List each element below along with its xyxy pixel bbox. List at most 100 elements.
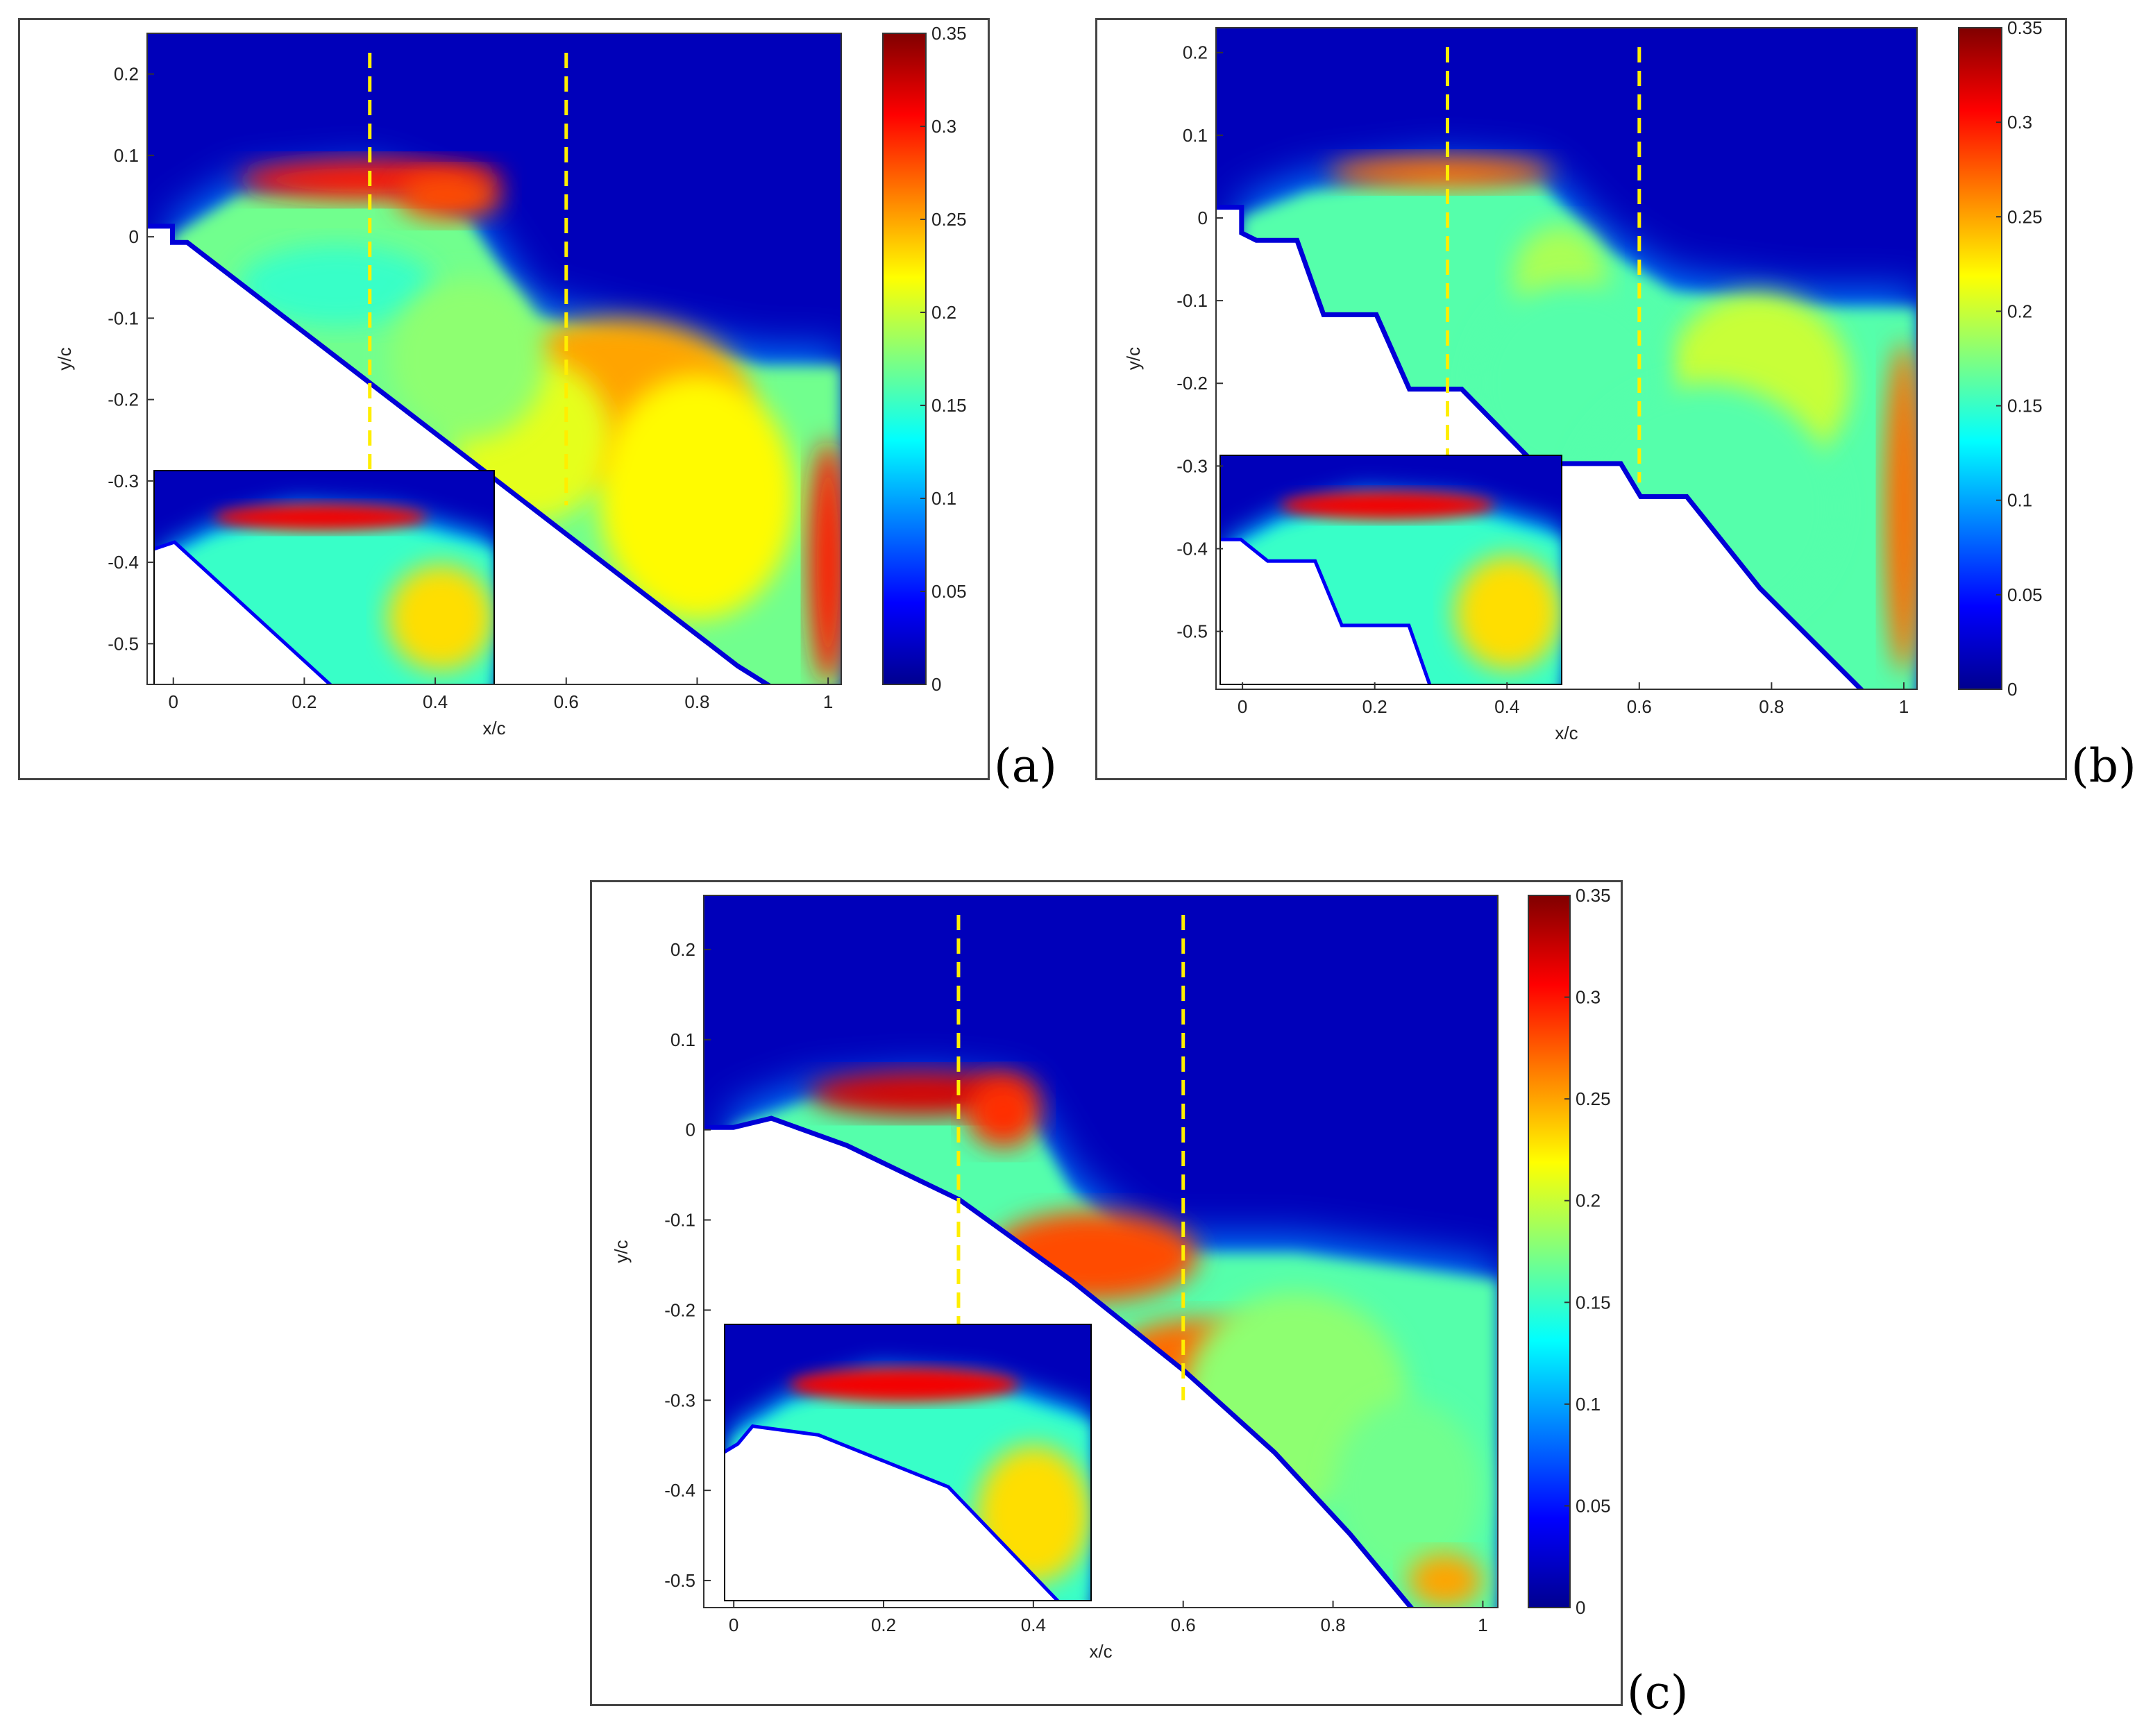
colorbar-tick-label: 0.25	[2007, 206, 2043, 227]
colorbar-tick-label: 0.15	[2007, 396, 2043, 416]
y-tick-label: 0.2	[1183, 42, 1208, 63]
y-tick-label: 0	[129, 226, 139, 247]
heatmap-a-blob	[808, 440, 841, 684]
y-tick-label: -0.5	[664, 1570, 695, 1591]
y-tick-label: -0.5	[108, 633, 139, 654]
colorbar-tick-label: 0	[1576, 1597, 1585, 1618]
inset-blob	[1280, 491, 1495, 520]
x-tick-label: 0.2	[1362, 696, 1387, 717]
inset-c	[724, 1324, 1092, 1601]
y-axis-label: y/c	[1123, 347, 1144, 370]
colorbar-tick-label: 0.25	[931, 209, 967, 230]
colorbar-tick-label: 0.15	[1576, 1292, 1611, 1313]
heatmap-c-blob	[1333, 1400, 1483, 1581]
x-tick-label: 0	[1238, 696, 1247, 717]
x-tick-label: 1	[1478, 1615, 1487, 1635]
x-tick-label: 0.8	[684, 691, 709, 712]
colorbar-tick-label: 0.3	[931, 116, 956, 137]
inset-a	[153, 470, 495, 685]
x-tick-label: 0.2	[292, 691, 316, 712]
heatmap-c-blob	[1408, 1553, 1483, 1608]
x-tick-label: 0.4	[423, 691, 448, 712]
inset-blob	[214, 504, 428, 531]
colorbar-tick-label: 0.1	[1576, 1394, 1601, 1415]
colorbar-tick-label: 0	[931, 674, 941, 695]
x-axis-label: x/c	[1555, 723, 1578, 743]
colorbar-tick-label: 0.2	[1576, 1190, 1601, 1211]
heatmap-a-blob	[239, 244, 436, 327]
colorbar-tick-label: 0.1	[931, 488, 956, 509]
y-tick-label: -0.4	[108, 552, 139, 573]
inset-b	[1219, 455, 1562, 685]
heatmap-b-blob	[1328, 155, 1553, 189]
x-tick-label: 0.6	[1171, 1615, 1196, 1635]
x-axis-label: x/c	[1089, 1641, 1112, 1662]
inset-wall	[725, 1428, 1056, 1601]
colorbar-tick-label: 0.05	[2007, 584, 2043, 605]
x-tick-label: 0	[729, 1615, 738, 1635]
x-tick-label: 1	[823, 691, 833, 712]
y-tick-label: 0.1	[670, 1029, 695, 1050]
heatmap-b-blob	[1884, 342, 1917, 673]
colorbar-tick-label: 0.05	[931, 581, 967, 602]
x-tick-label: 0.4	[1021, 1615, 1046, 1635]
colorbar	[1528, 895, 1571, 1608]
plot-border	[146, 33, 842, 685]
x-tick-label: 0.2	[871, 1615, 896, 1635]
y-tick-label: 0.1	[114, 145, 139, 166]
heatmap-a: 0 0.2 0.4 0.6 0.8 1 0.2 0.1 0 -0.1 -0.2 -0.3 -0.4 -0.…	[54, 23, 967, 739]
y-axis-label: y/c	[611, 1240, 632, 1263]
colorbar-tick-label: 0.2	[931, 302, 956, 323]
colorbar	[882, 33, 927, 685]
x-tick-label: 0.6	[1627, 696, 1652, 717]
colorbar-tick-label: 0.35	[1576, 885, 1611, 906]
inset-blob	[789, 1367, 1020, 1402]
x-tick-label: 0.4	[1494, 696, 1519, 717]
panel-label-b: (b)	[2071, 739, 2136, 793]
x-tick-label: 1	[1899, 696, 1909, 717]
inset-blob	[387, 564, 494, 671]
colorbar-tick-label: 0.3	[1576, 987, 1601, 1008]
colorbar-tick-label: 0.05	[1576, 1495, 1611, 1516]
y-tick-label: -0.1	[108, 307, 139, 328]
x-tick-label: 0.8	[1320, 1615, 1345, 1635]
y-tick-label: -0.1	[664, 1210, 695, 1231]
inset-wall	[154, 543, 328, 684]
inset-wall	[1220, 541, 1428, 684]
y-tick-label: -0.1	[1176, 290, 1208, 311]
colorbar-tick-label: 0.15	[931, 395, 967, 416]
heatmap-a-blob	[396, 171, 501, 221]
y-tick-label: 0.2	[114, 64, 139, 85]
colorbar-tick-label: 0	[2007, 679, 2017, 700]
heatmap-b: 0 0.2 0.4 0.6 0.8 1 0.2 0.1 0 -0.1 -0.2 -0.3 -0.4 -0.…	[1123, 17, 2043, 743]
heatmap-a-blob	[598, 375, 795, 620]
y-tick-label: -0.3	[108, 471, 139, 491]
colorbar-tick-label: 0.25	[1576, 1088, 1611, 1109]
inset-border	[724, 1324, 1092, 1601]
plot-border	[1215, 27, 1918, 690]
colorbar-tick-label: 0.3	[2007, 112, 2032, 133]
x-tick-label: 0.6	[554, 691, 579, 712]
panel-label-a: (a)	[994, 739, 1057, 793]
y-tick-label: 0.1	[1183, 125, 1208, 146]
y-axis-label: y/c	[54, 347, 75, 370]
y-tick-label: 0	[1198, 208, 1208, 228]
inset-blob	[1454, 555, 1562, 671]
y-tick-label: -0.2	[108, 389, 139, 410]
heatmap-c-blob	[965, 1075, 1041, 1148]
colorbar-tick-label: 0.1	[2007, 490, 2032, 511]
plot-border	[703, 895, 1499, 1608]
y-tick-label: -0.5	[1176, 621, 1208, 642]
y-tick-label: -0.3	[1176, 455, 1208, 476]
panel-label-c: (c)	[1627, 1666, 1689, 1719]
y-tick-label: 0	[686, 1120, 695, 1140]
x-tick-label: 0.8	[1759, 696, 1784, 717]
colorbar	[1958, 27, 2002, 690]
colorbar-tick-label: 0.2	[2007, 301, 2032, 321]
y-tick-label: -0.2	[1176, 373, 1208, 394]
inset-border	[1219, 455, 1562, 685]
x-axis-label: x/c	[482, 718, 505, 739]
colorbar-tick-label: 0.35	[2007, 17, 2043, 38]
heatmap-a-blob	[389, 277, 547, 441]
